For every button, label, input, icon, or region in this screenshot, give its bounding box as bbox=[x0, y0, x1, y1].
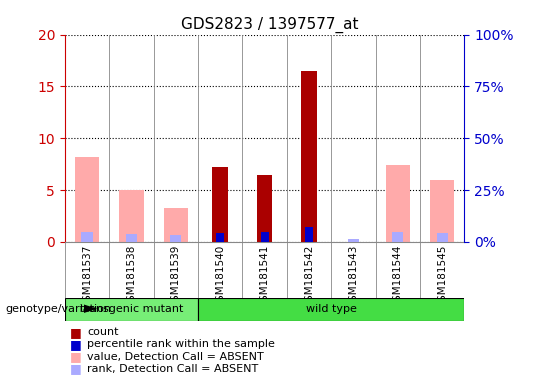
Bar bbox=[392, 232, 403, 242]
Text: ■: ■ bbox=[70, 338, 82, 351]
Text: GSM181541: GSM181541 bbox=[260, 245, 269, 308]
Bar bbox=[75, 157, 99, 242]
Bar bbox=[348, 240, 359, 242]
Bar bbox=[386, 165, 410, 242]
Text: count: count bbox=[87, 327, 119, 337]
Text: GSM181543: GSM181543 bbox=[348, 245, 359, 308]
Bar bbox=[437, 233, 448, 242]
Text: ■: ■ bbox=[70, 350, 82, 363]
Text: ■: ■ bbox=[70, 362, 82, 376]
Bar bbox=[126, 234, 137, 242]
Bar bbox=[301, 71, 317, 242]
Text: ■: ■ bbox=[70, 326, 82, 339]
Text: GSM181537: GSM181537 bbox=[82, 245, 92, 308]
Text: GSM181542: GSM181542 bbox=[304, 245, 314, 308]
Text: transgenic mutant: transgenic mutant bbox=[80, 304, 183, 314]
Text: wild type: wild type bbox=[306, 304, 356, 314]
Text: GSM181538: GSM181538 bbox=[126, 245, 137, 308]
Text: percentile rank within the sample: percentile rank within the sample bbox=[87, 339, 275, 349]
Text: GDS2823 / 1397577_at: GDS2823 / 1397577_at bbox=[181, 17, 359, 33]
Text: value, Detection Call = ABSENT: value, Detection Call = ABSENT bbox=[87, 352, 264, 362]
Bar bbox=[261, 232, 268, 242]
Text: rank, Detection Call = ABSENT: rank, Detection Call = ABSENT bbox=[87, 364, 259, 374]
Polygon shape bbox=[84, 305, 97, 313]
Bar bbox=[170, 235, 181, 242]
Bar bbox=[65, 298, 198, 321]
Bar bbox=[164, 208, 188, 242]
Bar bbox=[430, 180, 454, 242]
Text: genotype/variation: genotype/variation bbox=[5, 304, 111, 314]
Text: GSM181540: GSM181540 bbox=[215, 245, 225, 308]
Text: GSM181544: GSM181544 bbox=[393, 245, 403, 308]
Bar bbox=[212, 167, 228, 242]
Bar bbox=[257, 175, 272, 242]
Bar bbox=[82, 232, 92, 242]
Bar bbox=[216, 233, 224, 242]
Bar bbox=[119, 190, 144, 242]
Text: GSM181539: GSM181539 bbox=[171, 245, 181, 308]
Text: GSM181545: GSM181545 bbox=[437, 245, 447, 308]
Bar bbox=[198, 298, 464, 321]
Bar bbox=[305, 227, 313, 242]
